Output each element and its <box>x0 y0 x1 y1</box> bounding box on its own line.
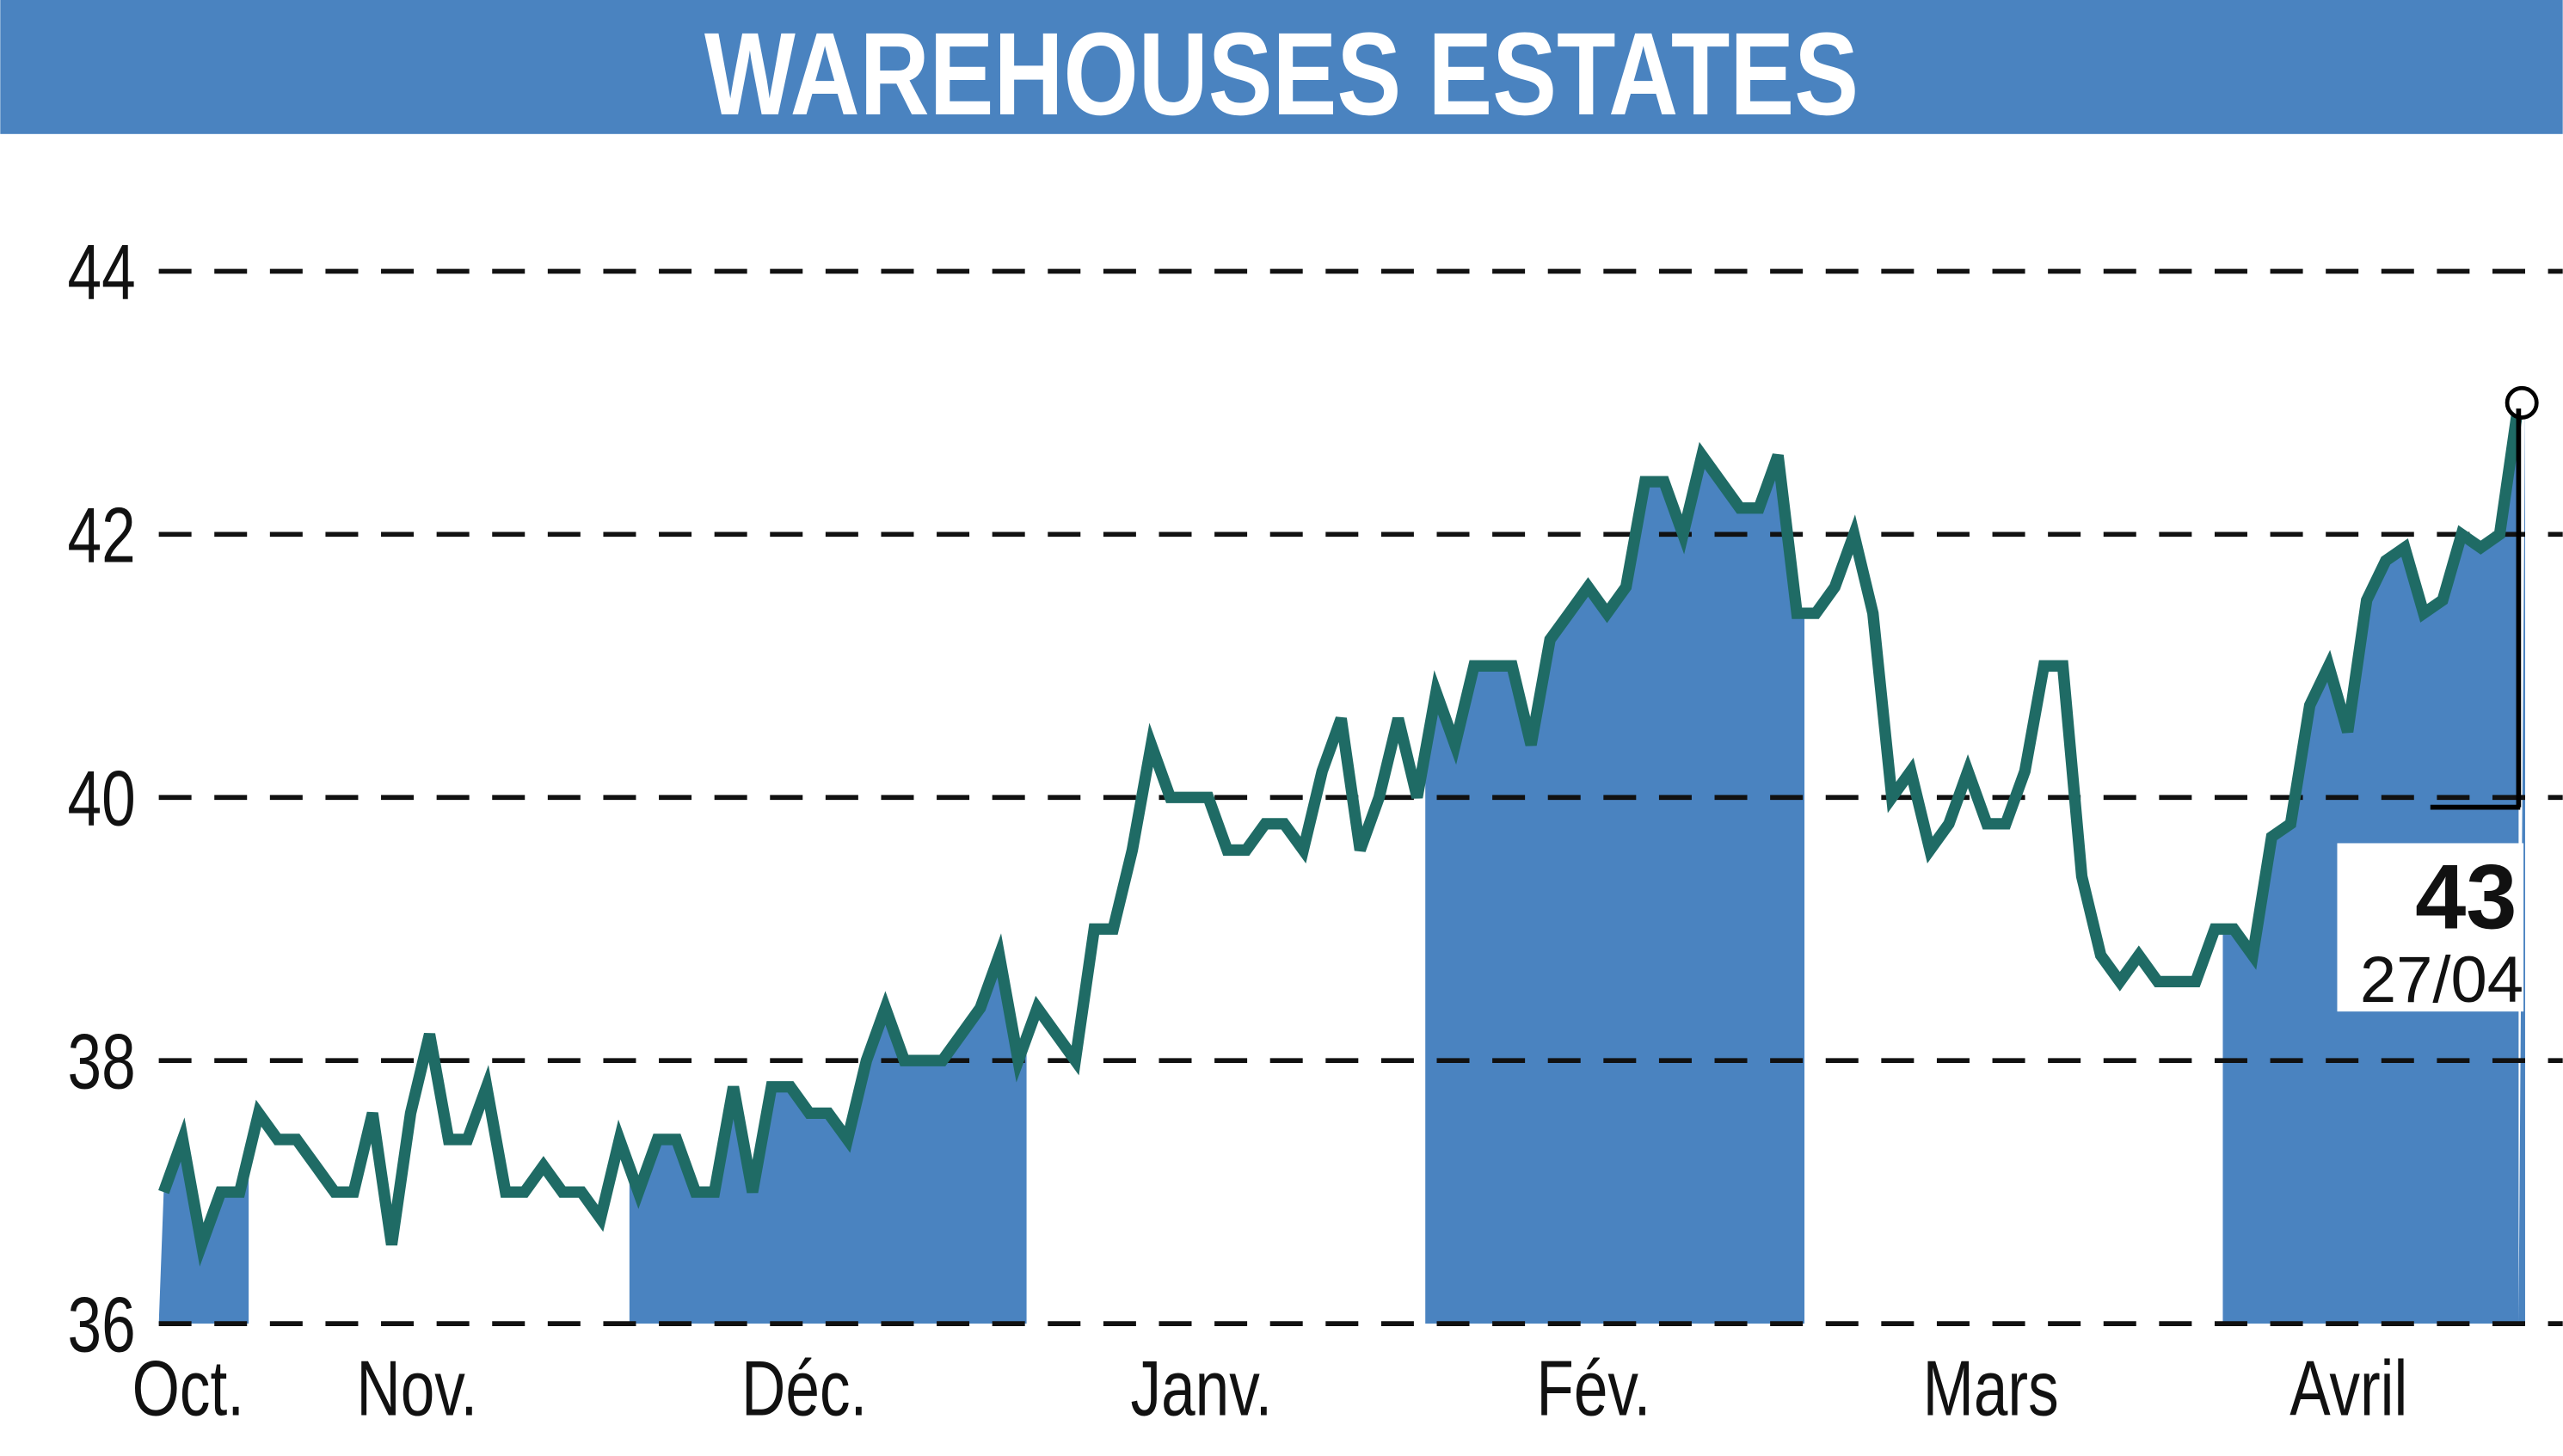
title-bar <box>0 0 2563 134</box>
month-shade <box>158 1139 249 1324</box>
month-shade <box>629 955 1027 1324</box>
x-tick-label: Nov. <box>356 1345 477 1432</box>
x-tick-label: Déc. <box>741 1345 867 1432</box>
last-date: 27/04 <box>2360 943 2523 1017</box>
last-value-box <box>2337 843 2524 1012</box>
x-tick-label: Mars <box>1923 1345 2059 1432</box>
x-tick-label: Fév. <box>1536 1345 1650 1432</box>
y-tick-label: 36 <box>68 1281 136 1368</box>
chart-title: WAREHOUSES ESTATES <box>704 8 1859 139</box>
month-shade <box>2222 402 2525 1324</box>
month-shade <box>1425 455 1805 1324</box>
x-tick-label: Janv. <box>1131 1345 1273 1432</box>
y-tick-label: 38 <box>68 1018 136 1105</box>
y-tick-label: 42 <box>68 492 136 579</box>
last-value: 43 <box>2415 845 2517 948</box>
last-point-marker <box>2505 385 2539 420</box>
x-tick-label: Avril <box>2289 1345 2407 1432</box>
y-tick-label: 40 <box>68 755 136 842</box>
y-tick-label: 44 <box>68 229 136 316</box>
price-line <box>158 402 2524 1267</box>
x-tick-label: Oct. <box>132 1345 244 1432</box>
